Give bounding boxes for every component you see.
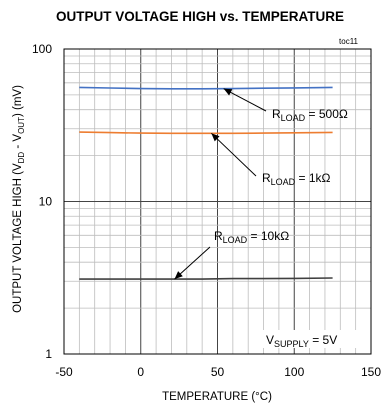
- series-line-3: [79, 277, 333, 280]
- series-lines: [79, 86, 333, 280]
- y-tick-labels: 1 10 100: [32, 42, 52, 361]
- annotation-arrow-head-1: [223, 88, 233, 96]
- x-tick-label: 0: [137, 365, 144, 379]
- annotation-arrow-head-3: [174, 271, 183, 280]
- annotation-rload-10k: RLOAD = 10kΩ: [214, 229, 289, 245]
- supply-condition-box: [262, 330, 358, 348]
- x-tick-label: -50: [55, 365, 73, 379]
- annotation-arrows: [174, 88, 267, 280]
- x-tick-label: 50: [211, 365, 225, 379]
- annotation-arrow-head-2: [211, 133, 220, 142]
- plot-frame: [63, 48, 372, 355]
- series-line-1: [79, 86, 333, 90]
- y-axis-label: OUTPUT VOLTAGE HIGH (VDD - VOUT) (mV): [12, 85, 26, 313]
- x-tick-label: 150: [361, 365, 381, 379]
- y-tick-label: 1: [45, 347, 52, 361]
- grid: [63, 48, 372, 355]
- annotation-arrow-line-2: [211, 132, 257, 177]
- chart-title: OUTPUT VOLTAGE HIGH vs. TEMPERATURE: [56, 9, 344, 24]
- annotation-rload-1k: RLOAD = 1kΩ: [262, 171, 331, 187]
- x-tick-labels: -50 0 50 100 150: [55, 365, 381, 379]
- annotation-rload-500: RLOAD = 500Ω: [272, 107, 348, 123]
- y-tick-label: 100: [32, 42, 52, 56]
- x-tick-label: 100: [284, 365, 304, 379]
- supply-condition: VSUPPLY = 5V: [266, 333, 337, 349]
- series-line-2: [79, 131, 333, 135]
- figure-id: toc11: [339, 37, 359, 46]
- y-tick-label: 10: [39, 195, 53, 209]
- x-axis-label: TEMPERATURE (°C): [162, 391, 272, 403]
